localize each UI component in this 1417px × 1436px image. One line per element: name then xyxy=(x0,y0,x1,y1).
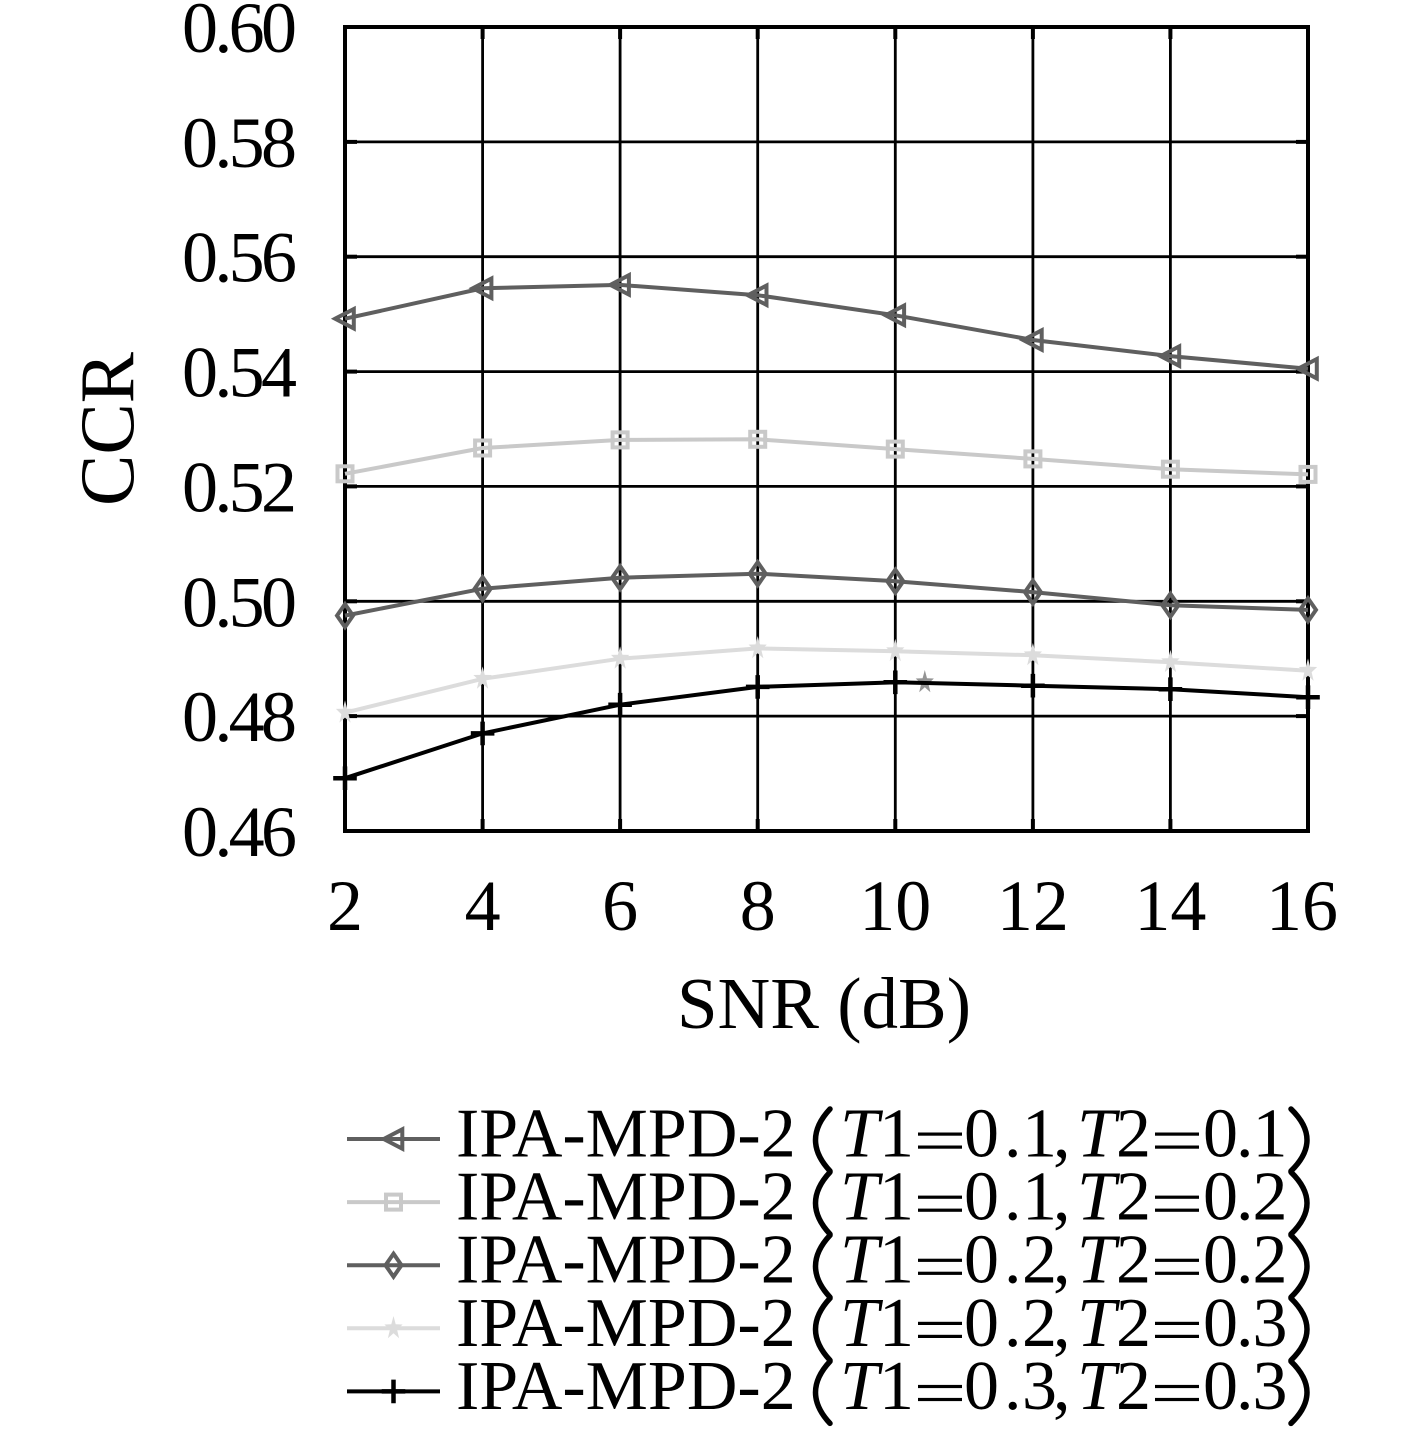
svg-text:0.56: 0.56 xyxy=(182,218,297,298)
svg-text:IPA-MPD-2: IPA-MPD-2 xyxy=(456,1096,796,1173)
svg-text:10: 10 xyxy=(859,866,931,946)
svg-text:0.48: 0.48 xyxy=(182,677,297,757)
svg-text:T10.1,T20.1: T1 0.1,T2 0.1 xyxy=(840,1096,1288,1173)
svg-text:2: 2 xyxy=(327,866,363,946)
svg-text:IPA-MPD-2: IPA-MPD-2 xyxy=(456,1159,796,1236)
svg-text:0.50: 0.50 xyxy=(182,562,297,642)
svg-text:IPA-MPD-2: IPA-MPD-2 xyxy=(456,1348,796,1425)
svg-text:4: 4 xyxy=(465,866,501,946)
svg-text:T10.3,T20.3: T1 0.3,T2 0.3 xyxy=(840,1348,1288,1425)
svg-text:0.54: 0.54 xyxy=(182,333,297,413)
svg-text:6: 6 xyxy=(602,866,638,946)
svg-text:12: 12 xyxy=(997,866,1069,946)
svg-text:IPA-MPD-2: IPA-MPD-2 xyxy=(456,1222,796,1299)
svg-text:14: 14 xyxy=(1134,866,1206,946)
svg-text:8: 8 xyxy=(740,866,776,946)
svg-text:0.60: 0.60 xyxy=(182,0,297,68)
svg-text:SNR (dB): SNR (dB) xyxy=(677,963,971,1044)
svg-text:CCR: CCR xyxy=(64,351,150,506)
svg-text:16: 16 xyxy=(1266,866,1338,946)
svg-text:0.52: 0.52 xyxy=(182,447,297,527)
svg-text:0.46: 0.46 xyxy=(182,792,297,872)
svg-text:IPA-MPD-2: IPA-MPD-2 xyxy=(456,1285,796,1362)
svg-text:0.58: 0.58 xyxy=(182,103,297,183)
